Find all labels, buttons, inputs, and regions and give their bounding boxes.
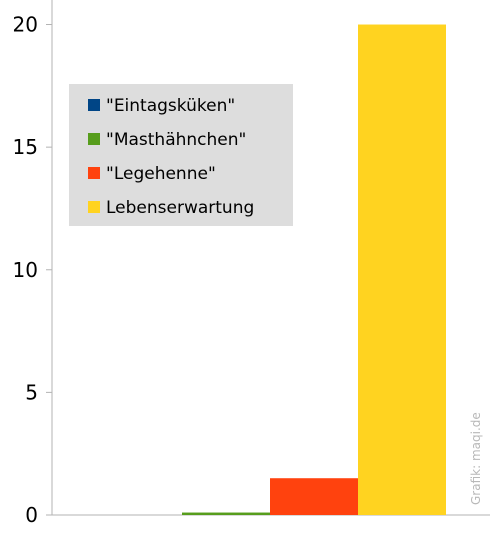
- legend-label: "Eintagsküken": [106, 96, 235, 116]
- legend-label: "Masthähnchen": [106, 130, 246, 150]
- y-tick-label: 15: [13, 135, 38, 159]
- y-tick-label: 20: [13, 13, 38, 37]
- bar-4: [358, 24, 446, 516]
- legend-box: [69, 84, 293, 226]
- legend-swatch: [88, 99, 100, 111]
- y-tick-label: 10: [13, 258, 38, 282]
- plot-area: 0 5 10 15 20: [13, 0, 490, 527]
- legend-swatch: [88, 133, 100, 145]
- credit-text: Grafik: maqi.de: [469, 412, 483, 505]
- legend-swatch: [88, 167, 100, 179]
- legend-swatch: [88, 201, 100, 213]
- legend-label: "Legehenne": [106, 164, 216, 184]
- bar-3: [270, 478, 358, 515]
- legend: "Eintagsküken" "Masthähnchen" "Legehenne" L…: [69, 84, 293, 226]
- bar-2: [182, 512, 270, 515]
- legend-label: Lebenserwartung: [106, 198, 254, 218]
- y-tick-label: 0: [25, 503, 38, 527]
- y-tick-label: 5: [25, 380, 38, 404]
